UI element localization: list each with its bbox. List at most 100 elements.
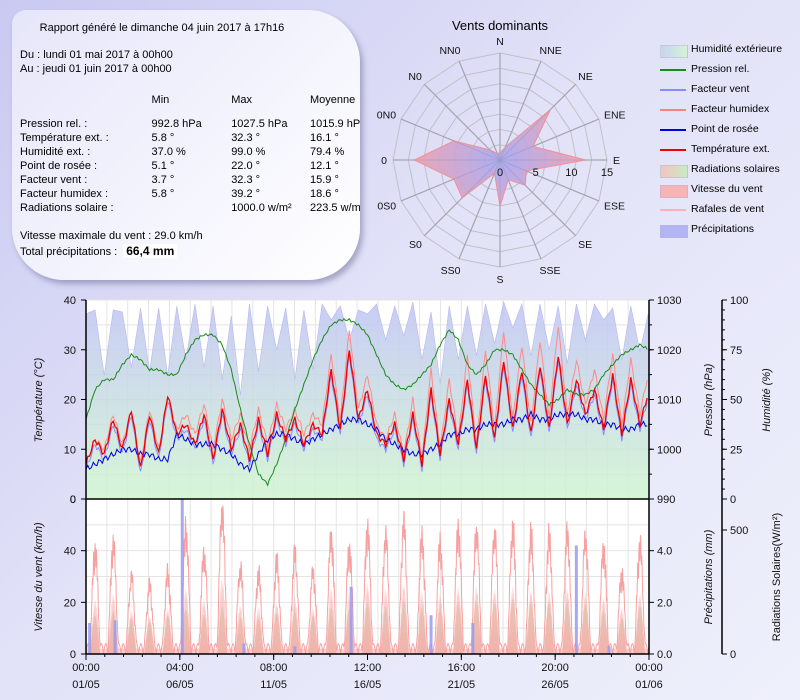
stats-table: Min Max Moyenne Pression rel. : 992.8 hPa… <box>20 93 360 215</box>
legend-swatch <box>660 225 688 238</box>
x-tick-date: 16/05 <box>354 679 382 691</box>
temperature-tick-label: 10 <box>64 444 76 456</box>
stats-cell-label: Point de rosée : <box>20 160 98 172</box>
stats-row: Facteur humidex : 5.8 ° 39.2 ° 18.6 ° <box>20 187 360 201</box>
temperature-tick-label: 20 <box>64 395 76 407</box>
total-precip-value: 66,4 mm <box>123 244 178 258</box>
max-wind: Vitesse maximale du vent : 29.0 km/h <box>20 230 203 242</box>
solar-tick-label: 0 <box>730 649 736 661</box>
legend-swatch <box>660 109 686 111</box>
temperature-tick-label: 0 <box>70 494 76 506</box>
legend-swatch <box>660 129 686 131</box>
series-line-point-de-ros-e <box>85 409 648 473</box>
pressure-tick-label: 1020 <box>657 345 681 357</box>
legend-swatch <box>660 45 688 58</box>
pressure-tick-label: 1010 <box>657 395 681 407</box>
x-tick-date: 01/06 <box>635 679 663 691</box>
stats-header-row: Min Max Moyenne <box>20 93 360 107</box>
legend-item: Précipitations <box>660 222 800 238</box>
x-tick-time: 12:00 <box>354 662 382 674</box>
x-tick-time: 08:00 <box>260 662 288 674</box>
stats-header: Max <box>231 94 252 106</box>
report-from: Du : lundi 01 mai 2017 à 00h00 <box>20 49 173 61</box>
stats-cell-avg: 16.1 ° <box>310 132 339 144</box>
pressure-axis-label: Pression (hPa) <box>703 363 715 436</box>
wind-tick-label: 20 <box>64 597 76 609</box>
legend-swatch <box>660 185 688 198</box>
precip-tick-label: 2.0 <box>657 597 672 609</box>
humidity-axis-label: Humidité (%) <box>761 368 773 432</box>
x-tick-date: 26/05 <box>541 679 569 691</box>
stats-cell-label: Facteur humidex : <box>20 188 109 200</box>
precipitation-bar <box>349 586 353 654</box>
precip-tick-label: 4.0 <box>657 546 672 558</box>
x-tick-time: 00:00 <box>635 662 663 674</box>
humidity-tick-label: 0 <box>730 494 736 506</box>
legend-item: Pression rel. <box>660 62 800 76</box>
stats-cell-max: 1027.5 hPa <box>231 118 288 130</box>
x-tick-time: 00:00 <box>72 662 100 674</box>
precipitation-bar <box>471 623 475 654</box>
legend-swatch <box>660 165 688 178</box>
total-precip: Total précipitations : 66,4 mm <box>20 244 178 258</box>
solar-axis-label: Radiations Solaires(W/m²) <box>771 513 783 641</box>
legend-item: Point de rosée <box>660 122 800 136</box>
stats-cell-max: 1000.0 w/m² <box>231 202 292 214</box>
stats-cell-max: 32.3 ° <box>231 132 261 144</box>
precipitation-bar <box>180 499 184 654</box>
stats-cell-avg: 1015.9 hPa <box>310 118 360 130</box>
stats-cell-min: 37.0 % <box>151 146 186 158</box>
precipitation-bar <box>607 646 611 654</box>
stats-row: Pression rel. : 992.8 hPa 1027.5 hPa 1015.9… <box>20 117 360 131</box>
stats-cell-max: 39.2 ° <box>231 188 261 200</box>
legend-item: Rafales de vent <box>660 202 800 216</box>
wind-speed-area <box>86 575 649 654</box>
legend-swatch <box>660 149 686 151</box>
precipitation-bar <box>113 620 117 654</box>
pressure-tick-label: 1000 <box>657 444 681 456</box>
x-tick-date: 21/05 <box>448 679 476 691</box>
wind-tick-label: 0 <box>70 649 76 661</box>
total-precip-label: Total précipitations : <box>20 246 118 258</box>
wind-gust-line <box>85 505 650 655</box>
report-title: Rapport généré le dimanche 04 juin 2017 … <box>39 22 285 34</box>
x-tick-time: 20:00 <box>541 662 569 674</box>
stats-cell-label: Humidité ext. : <box>20 146 91 158</box>
stats-cell-min: 5.8 ° <box>151 132 175 144</box>
humidity-tick-label: 100 <box>730 295 748 307</box>
precipitation-bar <box>242 643 246 654</box>
precipitation-bar <box>574 545 578 654</box>
stats-cell-min: 992.8 hPa <box>151 118 202 130</box>
stats-cell-label: Température ext. : <box>20 132 109 144</box>
legend-label: Pression rel. <box>691 63 750 75</box>
humidity-tick-label: 25 <box>730 444 742 456</box>
temperature-tick-label: 40 <box>64 295 76 307</box>
legend-label: Précipitations <box>691 223 755 235</box>
stats-row: Température ext. : 5.8 ° 32.3 ° 16.1 ° <box>20 131 360 145</box>
legend-label: Facteur vent <box>691 83 750 95</box>
series-line-temp-rature-ext- <box>85 350 648 467</box>
solar-tick-label: 500 <box>730 525 748 537</box>
stats-cell-avg: 79.4 % <box>310 146 345 158</box>
humidity-tick-label: 50 <box>730 395 742 407</box>
stats-cell-avg: 12.1 ° <box>310 160 339 172</box>
humidity-tick-label: 75 <box>730 345 742 357</box>
wind-rose-title: Vents dominants <box>451 18 549 33</box>
precipitation-bar <box>429 615 433 654</box>
pressure-tick-label: 1030 <box>657 295 681 307</box>
stats-cell-avg: 223.5 w/m² <box>310 202 360 214</box>
stats-cell-min: 5.1 ° <box>151 160 175 172</box>
stats-cell-avg: 15.9 ° <box>310 174 339 186</box>
series-line-facteur-humidex <box>85 327 648 465</box>
x-tick-date: 01/05 <box>72 679 100 691</box>
legend-item: Radiations solaires <box>660 162 800 178</box>
wind-tick-label: 0 <box>70 494 76 506</box>
stats-row: Facteur vent : 3.7 ° 32.3 ° 15.9 ° <box>20 173 360 187</box>
precip-tick-label: 0.0 <box>657 649 672 661</box>
stats-row: Humidité ext. : 37.0 % 99.0 % 79.4 % <box>20 145 360 159</box>
temperature-axis-label: Température (°C) <box>33 357 45 442</box>
legend-label: Point de rosée <box>691 123 759 135</box>
stats-cell-label: Facteur vent : <box>20 174 88 186</box>
precipitation-bar <box>293 646 297 654</box>
